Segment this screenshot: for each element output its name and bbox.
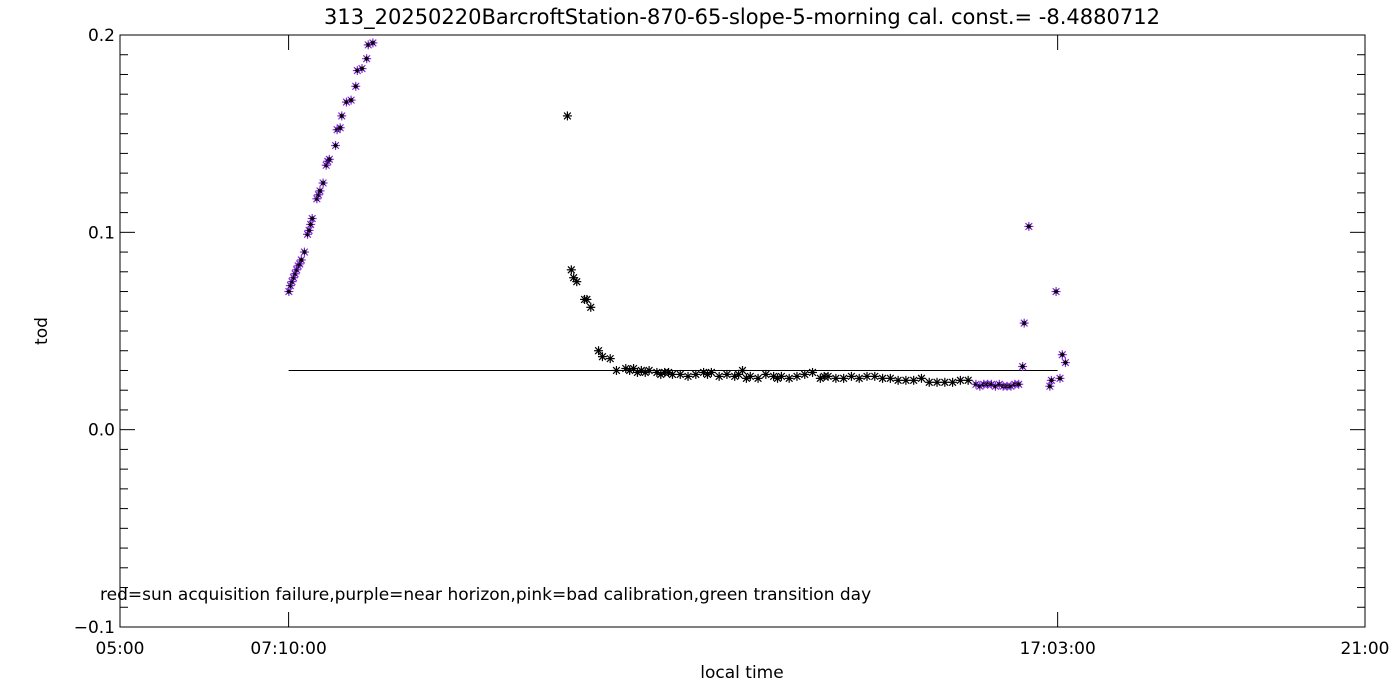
data-point xyxy=(738,365,747,375)
tick-labels: −0.1 0.0 0.1 0.2 05:00 07:10:00 17:03:00 21:00 xyxy=(74,26,1390,659)
data-point xyxy=(955,375,965,385)
data-point xyxy=(940,377,950,387)
data-point xyxy=(745,371,755,381)
data-point xyxy=(683,371,693,381)
near-horizon-point xyxy=(299,247,309,257)
data-point xyxy=(582,294,592,304)
data-point xyxy=(714,371,724,381)
data-point xyxy=(862,371,872,381)
axis-ticks xyxy=(119,34,1366,628)
near-horizon-point xyxy=(337,111,347,121)
x-tick-label: 07:10:00 xyxy=(250,639,326,659)
data-point xyxy=(611,365,621,375)
color-legend-note: red=sun acquisition failure,purple=near … xyxy=(100,585,871,605)
near-horizon-point xyxy=(306,219,316,229)
data-point xyxy=(594,346,604,356)
near-horizon-point xyxy=(304,225,314,235)
data-point xyxy=(823,371,833,381)
near-horizon-point xyxy=(318,178,328,188)
data-point xyxy=(916,373,926,383)
data-point xyxy=(932,377,942,387)
data-point xyxy=(586,302,596,312)
data-point xyxy=(924,377,934,387)
data-point xyxy=(948,377,958,387)
data-point xyxy=(870,371,880,381)
data-point xyxy=(792,371,802,381)
y-tick-label: 0.0 xyxy=(88,421,115,441)
data-point xyxy=(776,371,786,381)
near-horizon-point xyxy=(284,287,294,297)
data-point xyxy=(808,367,818,377)
near-horizon-point xyxy=(1055,373,1065,383)
data-point xyxy=(761,369,771,379)
data-point xyxy=(597,352,607,362)
near-horizon-point xyxy=(324,154,334,164)
chart-title: 313_20250220BarcroftStation-870-65-slope… xyxy=(324,5,1160,30)
near-horizon-point xyxy=(307,214,317,224)
data-point xyxy=(605,354,615,364)
near-horizon-point xyxy=(1019,318,1029,328)
data-point xyxy=(800,369,810,379)
x-axis-label: local time xyxy=(700,663,783,683)
data-point xyxy=(784,373,794,383)
near-horizon-point xyxy=(368,38,378,48)
data-point xyxy=(706,367,716,377)
near-horizon-point xyxy=(1045,381,1055,391)
data-point xyxy=(667,369,677,379)
data-point xyxy=(878,373,888,383)
near-horizon-point xyxy=(295,259,305,269)
near-horizon-point xyxy=(362,54,372,64)
y-tick-label: 0.2 xyxy=(88,26,115,46)
data-points xyxy=(284,38,1070,391)
near-horizon-point xyxy=(1051,287,1061,297)
data-point xyxy=(625,365,635,375)
data-point xyxy=(691,369,701,379)
data-point xyxy=(753,373,763,383)
near-horizon-point xyxy=(335,123,345,133)
near-horizon-point xyxy=(346,95,356,105)
x-tick-label: 21:00 xyxy=(1341,639,1390,659)
data-point xyxy=(963,375,973,385)
data-point xyxy=(901,375,911,385)
near-horizon-point xyxy=(315,186,325,196)
data-point xyxy=(885,373,895,383)
near-horizon-point xyxy=(1018,362,1028,372)
near-horizon-point xyxy=(321,160,331,170)
y-tick-label: 0.1 xyxy=(88,223,115,243)
x-tick-label: 17:03:00 xyxy=(1019,639,1095,659)
near-horizon-point xyxy=(357,64,367,74)
data-point xyxy=(640,367,650,377)
data-point xyxy=(572,277,582,287)
data-point xyxy=(644,365,654,375)
x-tick-label: 05:00 xyxy=(96,639,145,659)
near-horizon-point xyxy=(1046,375,1056,385)
data-point xyxy=(831,373,841,383)
near-horizon-point xyxy=(303,229,313,239)
y-tick-label: −0.1 xyxy=(74,618,115,638)
data-point xyxy=(839,373,849,383)
data-point xyxy=(893,375,903,385)
data-point xyxy=(562,111,572,121)
near-horizon-point xyxy=(331,141,341,151)
plot-frame xyxy=(119,34,1366,628)
near-horizon-point xyxy=(1060,358,1070,368)
data-point xyxy=(846,371,856,381)
near-horizon-point xyxy=(1024,221,1034,231)
near-horizon-point xyxy=(296,255,306,265)
near-horizon-point xyxy=(1014,379,1024,389)
y-axis-label: tod xyxy=(32,317,52,345)
data-point xyxy=(566,265,576,275)
data-point xyxy=(909,375,919,385)
data-point xyxy=(722,369,732,379)
data-point xyxy=(675,369,685,379)
near-horizon-point xyxy=(351,81,361,91)
data-point xyxy=(854,373,864,383)
near-horizon-point xyxy=(1057,350,1067,360)
